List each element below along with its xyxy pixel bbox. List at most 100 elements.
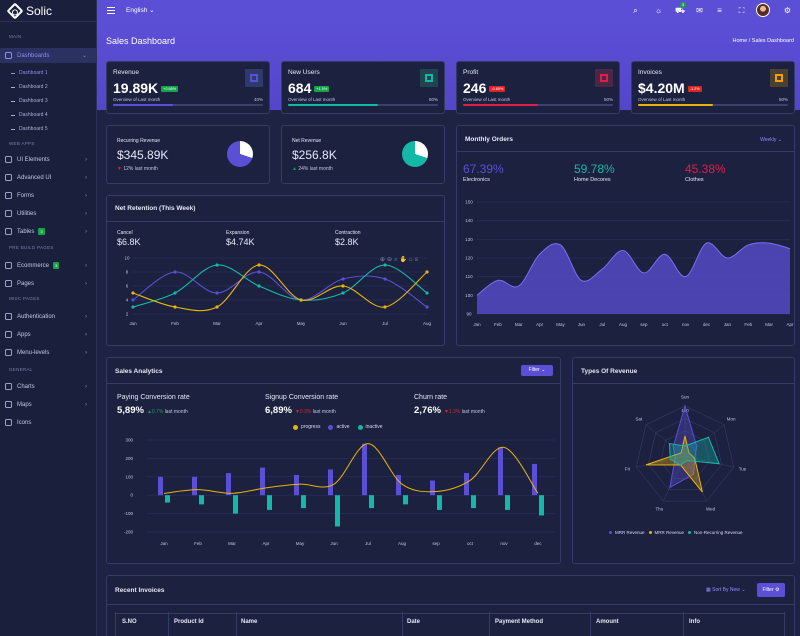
kpi-percent: 40%	[253, 97, 263, 102]
menu-toggle-icon[interactable]	[107, 7, 115, 14]
x-tick-label: Jul	[382, 321, 388, 326]
legend-label[interactable]: inactive	[365, 424, 383, 430]
sidebar-sub-dashboard-1[interactable]: Dashboard 1	[11, 70, 48, 76]
sidebar-sub-dashboard-5[interactable]: Dashboard 5	[11, 126, 48, 132]
table-header-sno[interactable]: S.NO	[122, 619, 137, 625]
zoom-in-icon[interactable]: ⊕	[380, 257, 388, 263]
document-icon	[770, 69, 788, 87]
kpi-badge: -0.65%	[489, 86, 506, 93]
sidebar-item-tables[interactable]: Tables 3 ›	[0, 224, 96, 239]
sidebar-item-apps[interactable]: Apps ›	[0, 327, 96, 342]
table-top-border	[116, 613, 785, 614]
legend-label[interactable]: MRR Revenue	[615, 530, 645, 535]
x-tick-label: Mar	[765, 322, 773, 327]
table-header-info[interactable]: Info	[689, 619, 700, 625]
chevron-right-icon: ›	[85, 383, 87, 390]
arrow-down-icon: ▼	[294, 409, 300, 415]
table-header-payment-method[interactable]: Payment Method	[495, 619, 544, 625]
topbar: English ⌄ ⌕ ☼ ⛟ 3 ✉ ≡ ⛶ ⚙	[97, 0, 800, 22]
sidebar-sub-dashboard-3[interactable]: Dashboard 3	[11, 98, 48, 104]
x-tick-label: Aug	[423, 321, 432, 326]
apps-icon	[5, 331, 12, 338]
reset-home-icon[interactable]: ⌂	[408, 257, 415, 263]
sidebar-item-forms[interactable]: Forms ›	[0, 188, 96, 203]
sidebar-sub-dashboard-4[interactable]: Dashboard 4	[11, 112, 48, 118]
sidebar-item-pages[interactable]: Pages ›	[0, 276, 96, 291]
x-tick-label: Feb	[494, 322, 502, 327]
sort-dropdown[interactable]: ▦ Sort By New ⌄	[706, 587, 746, 593]
radar-series	[645, 435, 703, 493]
ecommerce-icon	[5, 262, 12, 269]
kpi-value: 19.89K +0.66%	[113, 80, 179, 96]
sidebar-item-dashboards[interactable]: Dashboards ⌄	[0, 48, 96, 63]
x-tick-label: May	[297, 321, 306, 326]
kpi-progress-track	[638, 104, 788, 106]
sidebar-item-maps[interactable]: Maps ›	[0, 397, 96, 412]
orders-stat-label: Home Decores	[574, 177, 611, 183]
sidebar-item-charts[interactable]: Charts ›	[0, 379, 96, 394]
kpi-badge: +1.5%	[314, 86, 330, 93]
sidebar-item-label: Advanced UI	[17, 174, 52, 181]
retention-point	[131, 291, 135, 295]
invoice-filter-button[interactable]: Filter ⚙	[757, 583, 785, 597]
table-header-amount[interactable]: Amount	[596, 619, 619, 625]
zoom-out-icon[interactable]: ⊖	[387, 257, 395, 263]
sidebar-item-icons[interactable]: Icons	[0, 415, 96, 430]
cart-icon[interactable]: ⛟	[675, 6, 686, 15]
sidebar-sub-dashboard-2[interactable]: Dashboard 2	[11, 84, 48, 90]
kpi-progress-fill	[113, 104, 173, 106]
analytics-stat-value: 2,76% ▼1.3% last month	[414, 405, 485, 416]
y-tick-label: 90	[466, 312, 472, 317]
table-header-date[interactable]: Date	[407, 619, 421, 625]
x-tick-label: Jun	[578, 322, 586, 327]
radar-scale-label: 100	[681, 408, 689, 413]
legend-dot	[293, 424, 298, 430]
section-pre-build: PRE BUILD PAGES	[9, 245, 54, 250]
list-icon[interactable]: ≡	[717, 6, 722, 15]
search-icon[interactable]: ⌕	[633, 6, 638, 15]
progress-line	[163, 443, 539, 494]
sort-label: Sort By New	[712, 587, 740, 593]
sidebar-item-ecommerce[interactable]: Ecommerce 3 ›	[0, 258, 96, 273]
fullscreen-icon[interactable]: ⛶	[738, 6, 745, 15]
bar-inactive	[471, 495, 476, 509]
y-tick-label: 120	[465, 256, 473, 261]
legend-label[interactable]: active	[336, 424, 350, 430]
kpi-card-revenue: Revenue 19.89K +0.66% Overview of Last mo…	[106, 61, 270, 114]
retention-point	[131, 298, 135, 302]
bar-inactive	[165, 495, 170, 503]
sidebar-item-ui-elements[interactable]: UI Elements ›	[0, 152, 96, 167]
sidebar-item-advanced-ui[interactable]: Advanced UI ›	[0, 170, 96, 185]
pan-icon[interactable]: ✋	[399, 257, 409, 263]
bar-inactive	[233, 495, 238, 514]
mail-icon[interactable]: ✉	[696, 6, 703, 15]
sun-icon[interactable]: ☼	[654, 6, 663, 15]
breadcrumb-home[interactable]: Home	[732, 38, 748, 44]
legend-label[interactable]: MRR Revenue	[654, 530, 685, 535]
sidebar-item-utilities[interactable]: Utilities ›	[0, 206, 96, 221]
table-header-product-id[interactable]: Product Id	[174, 619, 204, 625]
period-dropdown[interactable]: Weekly ⌄	[760, 137, 782, 143]
analytics-stat-value-text: 6,89%	[265, 405, 292, 416]
search-icon[interactable]: ⌕	[394, 257, 400, 263]
sidebar-item-menu-levels[interactable]: Menu-levels ›	[0, 345, 96, 360]
bar-active	[294, 474, 299, 496]
legend-label[interactable]: progress	[301, 424, 321, 430]
legend-label[interactable]: Non-Recurring Revenue	[694, 530, 743, 535]
gear-icon[interactable]: ⚙	[783, 6, 792, 15]
card-title: Net Retention (This Week)	[115, 205, 196, 212]
app-logo[interactable]: Solic	[0, 0, 96, 22]
chevron-right-icon: ›	[85, 262, 87, 269]
filter-button[interactable]: Filter ⌄	[521, 365, 553, 376]
language-select[interactable]: English ⌄	[126, 6, 155, 14]
avatar[interactable]	[756, 3, 770, 17]
retention-point	[425, 270, 429, 274]
user-icon	[420, 69, 438, 87]
table-header-name[interactable]: Name	[241, 619, 258, 625]
retention-point	[173, 291, 177, 295]
sidebar-item-authentication[interactable]: Authentication ›	[0, 309, 96, 324]
tables-badge: 3	[38, 228, 45, 235]
menu-icon[interactable]: ≡	[414, 257, 421, 263]
kpi-badge: -1.2%	[687, 86, 702, 93]
orders-line	[476, 242, 791, 296]
